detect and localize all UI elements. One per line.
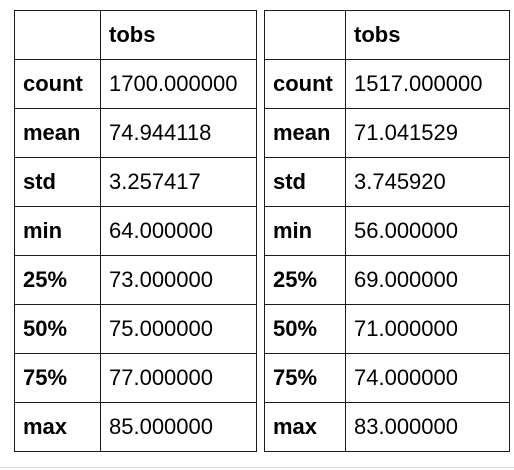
row-label: min bbox=[264, 206, 346, 256]
table-row-50: 50% 75.000000 bbox=[14, 304, 257, 354]
table-row-mean: mean 74.944118 bbox=[14, 108, 257, 158]
row-value: 77.000000 bbox=[100, 353, 257, 403]
row-value: 56.000000 bbox=[345, 206, 510, 256]
row-label: mean bbox=[14, 108, 101, 158]
row-label: count bbox=[264, 59, 346, 109]
row-label: max bbox=[14, 402, 101, 452]
row-label: std bbox=[14, 157, 101, 207]
row-value: 1700.000000 bbox=[100, 59, 257, 109]
bottom-divider bbox=[0, 467, 514, 468]
row-value: 73.000000 bbox=[100, 255, 257, 305]
header-row: tobs bbox=[14, 10, 257, 60]
row-value: 85.000000 bbox=[100, 402, 257, 452]
row-value: 64.000000 bbox=[100, 206, 257, 256]
table-row-25: 25% 73.000000 bbox=[14, 255, 257, 305]
table-row-75: 75% 77.000000 bbox=[14, 353, 257, 403]
row-label: 75% bbox=[264, 353, 346, 403]
table-row-max: max 83.000000 bbox=[264, 402, 510, 452]
table-row-25: 25% 69.000000 bbox=[264, 255, 510, 305]
row-label: 50% bbox=[14, 304, 101, 354]
corner-cell bbox=[264, 10, 346, 60]
stats-table-right: tobs count 1517.000000 mean 71.041529 st… bbox=[264, 10, 510, 452]
row-value: 74.000000 bbox=[345, 353, 510, 403]
table-row-std: std 3.745920 bbox=[264, 157, 510, 207]
stats-table-left: tobs count 1700.000000 mean 74.944118 st… bbox=[14, 10, 257, 452]
table-row-75: 75% 74.000000 bbox=[264, 353, 510, 403]
row-label: min bbox=[14, 206, 101, 256]
row-label: count bbox=[14, 59, 101, 109]
table-row-50: 50% 71.000000 bbox=[264, 304, 510, 354]
row-value: 69.000000 bbox=[345, 255, 510, 305]
table-row-max: max 85.000000 bbox=[14, 402, 257, 452]
header-row: tobs bbox=[264, 10, 510, 60]
column-header-tobs: tobs bbox=[345, 10, 510, 60]
column-header-tobs: tobs bbox=[100, 10, 257, 60]
table-row-count: count 1517.000000 bbox=[264, 59, 510, 109]
row-label: mean bbox=[264, 108, 346, 158]
table-row-count: count 1700.000000 bbox=[14, 59, 257, 109]
row-value: 74.944118 bbox=[100, 108, 257, 158]
row-value: 3.745920 bbox=[345, 157, 510, 207]
row-value: 3.257417 bbox=[100, 157, 257, 207]
row-label: 50% bbox=[264, 304, 346, 354]
row-value: 83.000000 bbox=[345, 402, 510, 452]
row-label: std bbox=[264, 157, 346, 207]
table-row-min: min 64.000000 bbox=[14, 206, 257, 256]
table-row-std: std 3.257417 bbox=[14, 157, 257, 207]
row-value: 75.000000 bbox=[100, 304, 257, 354]
row-value: 1517.000000 bbox=[345, 59, 510, 109]
row-value: 71.000000 bbox=[345, 304, 510, 354]
row-label: 25% bbox=[264, 255, 346, 305]
table-row-min: min 56.000000 bbox=[264, 206, 510, 256]
table-row-mean: mean 71.041529 bbox=[264, 108, 510, 158]
corner-cell bbox=[14, 10, 101, 60]
row-label: 75% bbox=[14, 353, 101, 403]
row-value: 71.041529 bbox=[345, 108, 510, 158]
row-label: 25% bbox=[14, 255, 101, 305]
row-label: max bbox=[264, 402, 346, 452]
